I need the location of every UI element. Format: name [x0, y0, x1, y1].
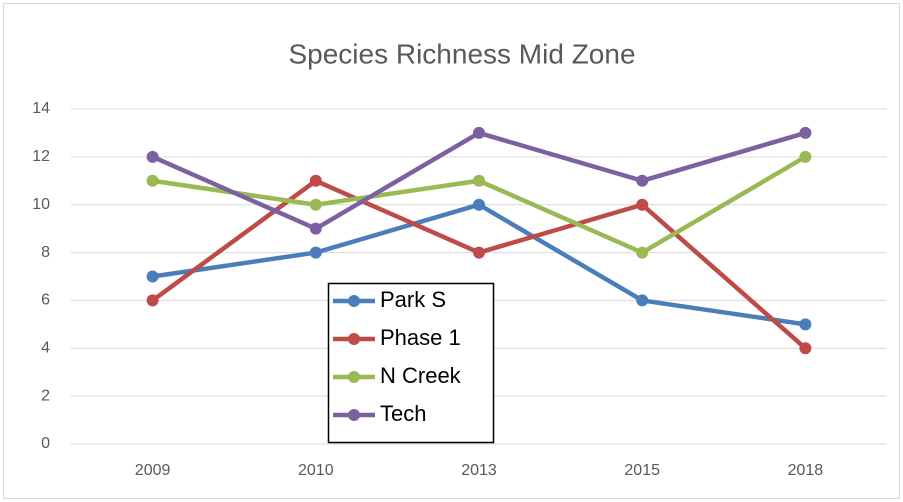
legend-label: Phase 1 [380, 325, 461, 350]
point [473, 246, 485, 259]
point [309, 198, 322, 211]
y-tick-label: 10 [32, 196, 50, 213]
legend-label: Tech [380, 401, 426, 426]
point [636, 294, 649, 307]
point [799, 318, 812, 331]
x-tick-label: 2009 [135, 462, 171, 479]
y-tick-label: 6 [41, 292, 50, 309]
point [473, 198, 485, 211]
point [309, 246, 322, 259]
legend-label: N Creek [380, 363, 462, 388]
legend-label: Park S [380, 287, 446, 312]
y-tick-label: 14 [32, 100, 50, 117]
y-tick-label: 12 [32, 148, 50, 165]
point [799, 342, 812, 355]
y-tick-label: 2 [41, 387, 50, 404]
point [473, 174, 485, 187]
point [636, 198, 649, 211]
point [799, 150, 812, 163]
x-tick-label: 2013 [461, 462, 497, 479]
x-tick-label: 2015 [624, 462, 660, 479]
legend-swatch-point [348, 295, 360, 307]
point [473, 126, 485, 139]
y-tick-label: 4 [41, 340, 50, 357]
x-tick-label: 2018 [788, 462, 824, 479]
point [309, 222, 322, 235]
point [146, 270, 159, 283]
point [146, 150, 159, 163]
point [636, 246, 649, 259]
chart-title: Species Richness Mid Zone [288, 38, 635, 69]
y-tick-label: 8 [41, 244, 50, 261]
point [799, 126, 812, 139]
legend-swatch-point [348, 371, 360, 383]
legend-swatch-point [348, 333, 360, 345]
y-tick-label: 0 [41, 435, 50, 452]
legend-swatch-point [348, 409, 360, 421]
point [309, 174, 322, 187]
point [146, 294, 159, 307]
point [146, 174, 159, 187]
point [636, 174, 649, 187]
x-tick-label: 2010 [298, 462, 334, 479]
